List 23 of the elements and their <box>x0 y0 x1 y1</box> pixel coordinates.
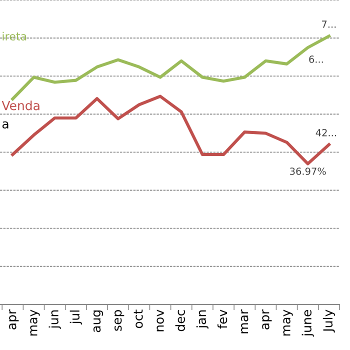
x-tick-label: apr <box>9 309 19 330</box>
series-label: Venda <box>2 100 40 110</box>
x-tick-label: nov <box>156 310 164 332</box>
data-label: 42... <box>316 128 336 136</box>
data-label: 6... <box>309 56 323 63</box>
x-tick-label: jan <box>196 310 208 329</box>
annotation: a <box>2 121 8 129</box>
x-tick-label: mar <box>241 309 248 334</box>
x-tick-label: may <box>30 310 40 336</box>
data-label: 36.97% <box>290 168 326 175</box>
x-tick-label: june <box>302 310 314 337</box>
x-tick-label: oct <box>134 310 143 328</box>
x-tick-label: aug <box>93 310 104 332</box>
x-tick-label: July <box>322 310 336 332</box>
x-tick-label: fev <box>217 310 228 329</box>
text: ireta <box>2 32 26 40</box>
x-tick-label: jul <box>70 310 82 324</box>
x-tick-label: jun <box>48 310 61 329</box>
data-label: 7... <box>322 20 336 28</box>
x-tick-label: apr <box>262 309 272 330</box>
x-tick-label: sep <box>114 310 124 331</box>
x-tick-label: may <box>283 310 293 336</box>
x-tick-label: dec <box>175 310 185 332</box>
